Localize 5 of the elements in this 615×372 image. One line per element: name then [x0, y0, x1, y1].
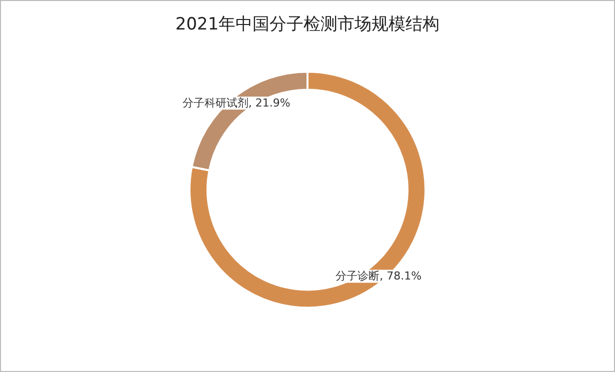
- chart-title: 2021年中国分子检测市场规模结构: [175, 14, 440, 34]
- slice-label: 分子科研试剂: [182, 96, 248, 110]
- data-label: , 78.1%: [380, 270, 422, 283]
- slice-label: 分子诊断: [336, 270, 380, 283]
- data-label: , 21.9%: [248, 96, 290, 110]
